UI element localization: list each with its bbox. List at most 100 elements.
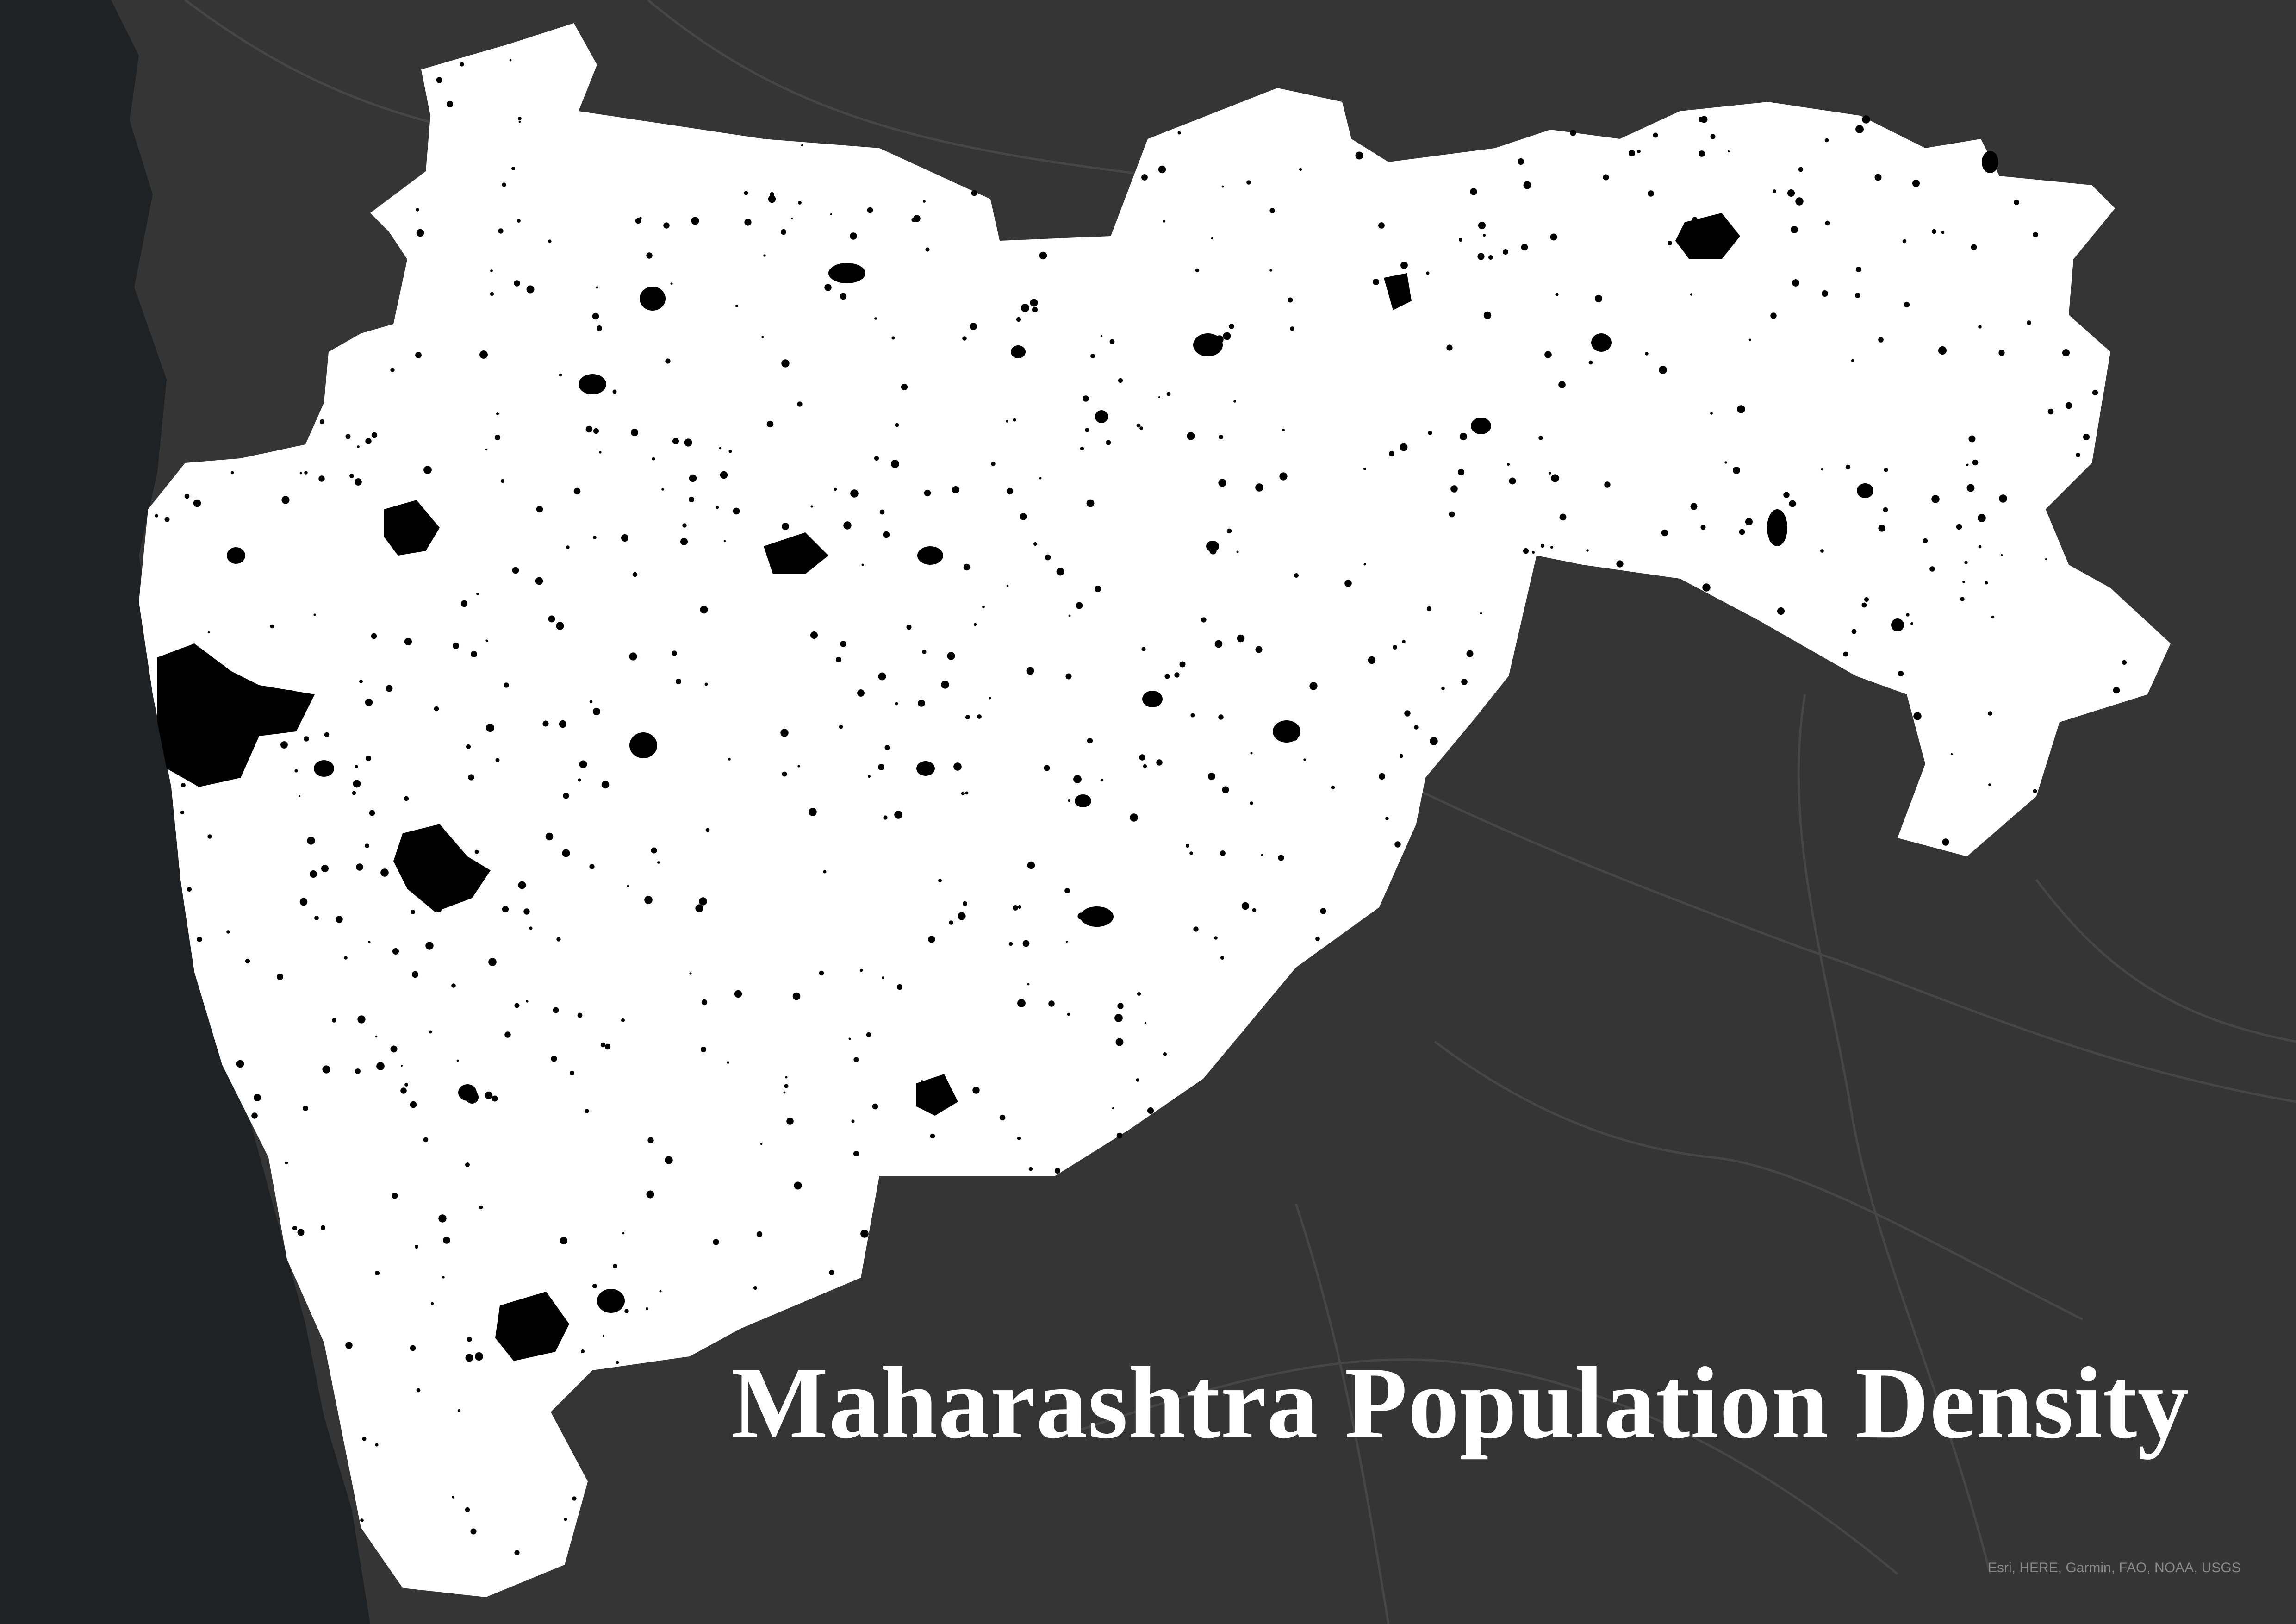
settlement-speck [1139,426,1143,430]
settlement-speck [744,219,752,226]
settlement-speck [1690,503,1698,510]
settlement-speck [1106,440,1111,445]
settlement-speck [1030,299,1038,307]
settlement-speck [404,796,409,801]
settlement-speck [1054,1168,1061,1174]
mumbai-settlement [157,643,315,787]
settlement-speck [874,456,879,461]
settlement-speck [1117,1003,1124,1009]
settlement-speck [652,457,655,461]
settlement-speck [1166,392,1171,396]
settlement-speck [839,725,843,729]
settlement-speck [1288,297,1293,303]
settlement-speck [479,1205,483,1210]
settlement-speck [1748,338,1751,341]
settlement-speck [281,496,290,504]
settlement-speck [1006,584,1009,587]
settlement-speck [423,466,432,474]
settlement-speck [1261,854,1263,856]
sangli-settlement [597,1289,625,1313]
settlement-speck [1086,499,1095,507]
settlement-speck [644,896,653,904]
settlement-speck [1363,468,1366,470]
settlement-speck [1130,813,1138,822]
settlement-speck [1218,479,1226,487]
settlement-speck [1883,507,1888,512]
settlement-speck [349,474,354,478]
settlement-speck [485,639,488,642]
settlement-speck [254,1094,261,1101]
settlement-speck [1972,459,1979,466]
maharashtra-region [139,23,2171,1597]
settlement-speck [1399,754,1404,758]
settlement-speck [1363,563,1366,566]
settlement-speck [416,229,424,237]
settlement-speck [502,906,509,913]
settlement-speck [1503,249,1508,255]
settlement-speck [630,428,639,437]
settlement-speck [488,958,497,966]
settlement-speck [850,489,859,498]
settlement-speck [1985,581,1988,585]
settlement-speck [1402,640,1406,643]
settlement-speck [1236,550,1239,553]
settlement-speck [1065,673,1072,680]
settlement-speck [1910,622,1913,625]
settlement-speck [502,182,506,187]
wardha-settlement [1591,333,1612,352]
settlement-speck [1090,354,1095,358]
settlement-speck [2014,200,2019,205]
settlement-speck [1087,737,1093,744]
settlement-speck [180,810,185,815]
settlement-speck [2000,554,2003,556]
settlement-speck [1739,529,1745,535]
settlement-speck [1026,667,1034,675]
settlement-speck [1221,185,1224,188]
settlement-speck [769,192,775,197]
settlement-speck [1209,547,1217,555]
nagpur-settlement [1675,213,1740,259]
settlement-speck [430,1302,434,1305]
settlement-speck [356,863,363,871]
settlement-speck [661,488,664,491]
settlement-speck [962,336,967,341]
settlement-speck [1878,525,1885,532]
settlement-speck [2033,232,2038,237]
settlement-speck [689,474,697,482]
settlement-speck [1648,190,1654,197]
settlement-speck [1344,580,1352,587]
settlement-speck [303,1106,308,1111]
settlement-speck [684,438,692,447]
settlement-speck [1700,525,1706,530]
dhule-settlement [640,287,666,311]
settlement-speck [688,496,695,503]
settlement-speck [1174,672,1180,678]
settlement-speck [1507,463,1510,466]
settlement-speck [314,916,319,920]
settlement-speck [1594,294,1603,303]
settlement-speck [883,531,890,538]
settlement-speck [1139,754,1145,761]
settlement-speck [1085,428,1089,432]
settlement-speck [1163,220,1165,223]
settlement-speck [390,368,395,372]
settlement-speck [1555,293,1559,296]
settlement-speck [1637,150,1641,153]
settlement-speck [982,606,985,608]
settlement-speck [1141,647,1146,651]
settlement-speck [357,445,360,448]
settlement-speck [1056,568,1064,576]
settlement-speck [1777,607,1785,615]
settlement-speck [840,641,846,647]
pune-settlement [393,824,491,912]
settlement-speck [1400,262,1408,269]
settlement-speck [922,650,927,654]
settlement-speck [1960,597,1965,601]
settlement-speck [1570,130,1576,136]
settlement-speck [294,769,298,773]
settlement-speck [1385,817,1389,820]
settlement-speck [716,506,719,509]
settlement-speck [299,472,302,475]
settlement-speck [181,783,186,787]
